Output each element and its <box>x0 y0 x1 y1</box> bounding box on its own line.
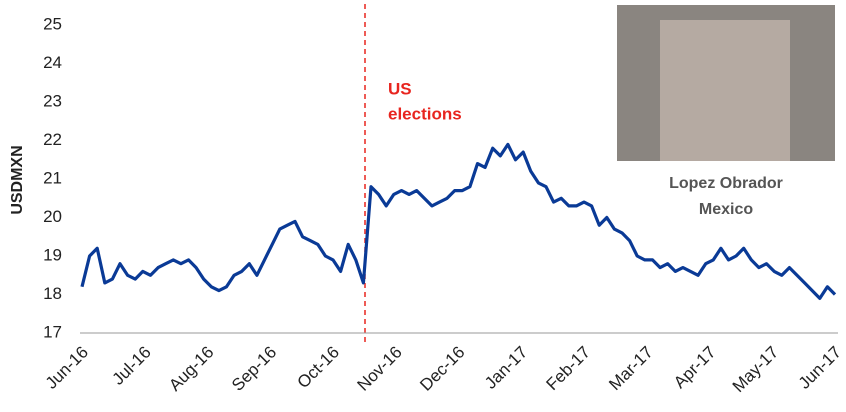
annotation: US <box>388 79 412 98</box>
y-tick-label: 19 <box>43 245 62 264</box>
annotation: elections <box>388 104 462 123</box>
y-tick-label: 24 <box>43 53 62 72</box>
x-tick-label: Feb-17 <box>542 343 594 395</box>
x-tick-label: Jul-16 <box>109 343 155 389</box>
x-tick-label: Mar-17 <box>605 343 657 395</box>
x-tick-label: Apr-17 <box>670 343 720 393</box>
x-tick-label: Jun-16 <box>42 343 92 393</box>
y-tick-label: 17 <box>43 322 62 341</box>
y-tick-label: 18 <box>43 284 62 303</box>
x-tick-label: Sep-16 <box>228 343 280 395</box>
data-line <box>80 142 837 300</box>
x-tick-label: Oct-16 <box>293 343 343 393</box>
x-tick-label: Dec-16 <box>416 343 468 395</box>
y-tick-label: 20 <box>43 207 62 226</box>
photo-caption: Lopez Obrador <box>669 175 783 192</box>
y-axis-label: USDMXN <box>9 145 26 214</box>
x-tick-label: Nov-16 <box>354 343 406 395</box>
y-tick-label: 25 <box>43 14 62 33</box>
y-tick-label: 23 <box>43 91 62 110</box>
y-tick-label: 21 <box>43 168 62 187</box>
photo-figure <box>660 20 790 161</box>
x-tick-label: Jan-17 <box>481 343 531 393</box>
x-tick-label: Aug-16 <box>165 343 217 395</box>
x-tick-label: May-17 <box>729 343 783 397</box>
x-tick-label: Jun-17 <box>795 343 845 393</box>
photo-caption: Mexico <box>699 201 753 218</box>
y-tick-label: 22 <box>43 130 62 149</box>
